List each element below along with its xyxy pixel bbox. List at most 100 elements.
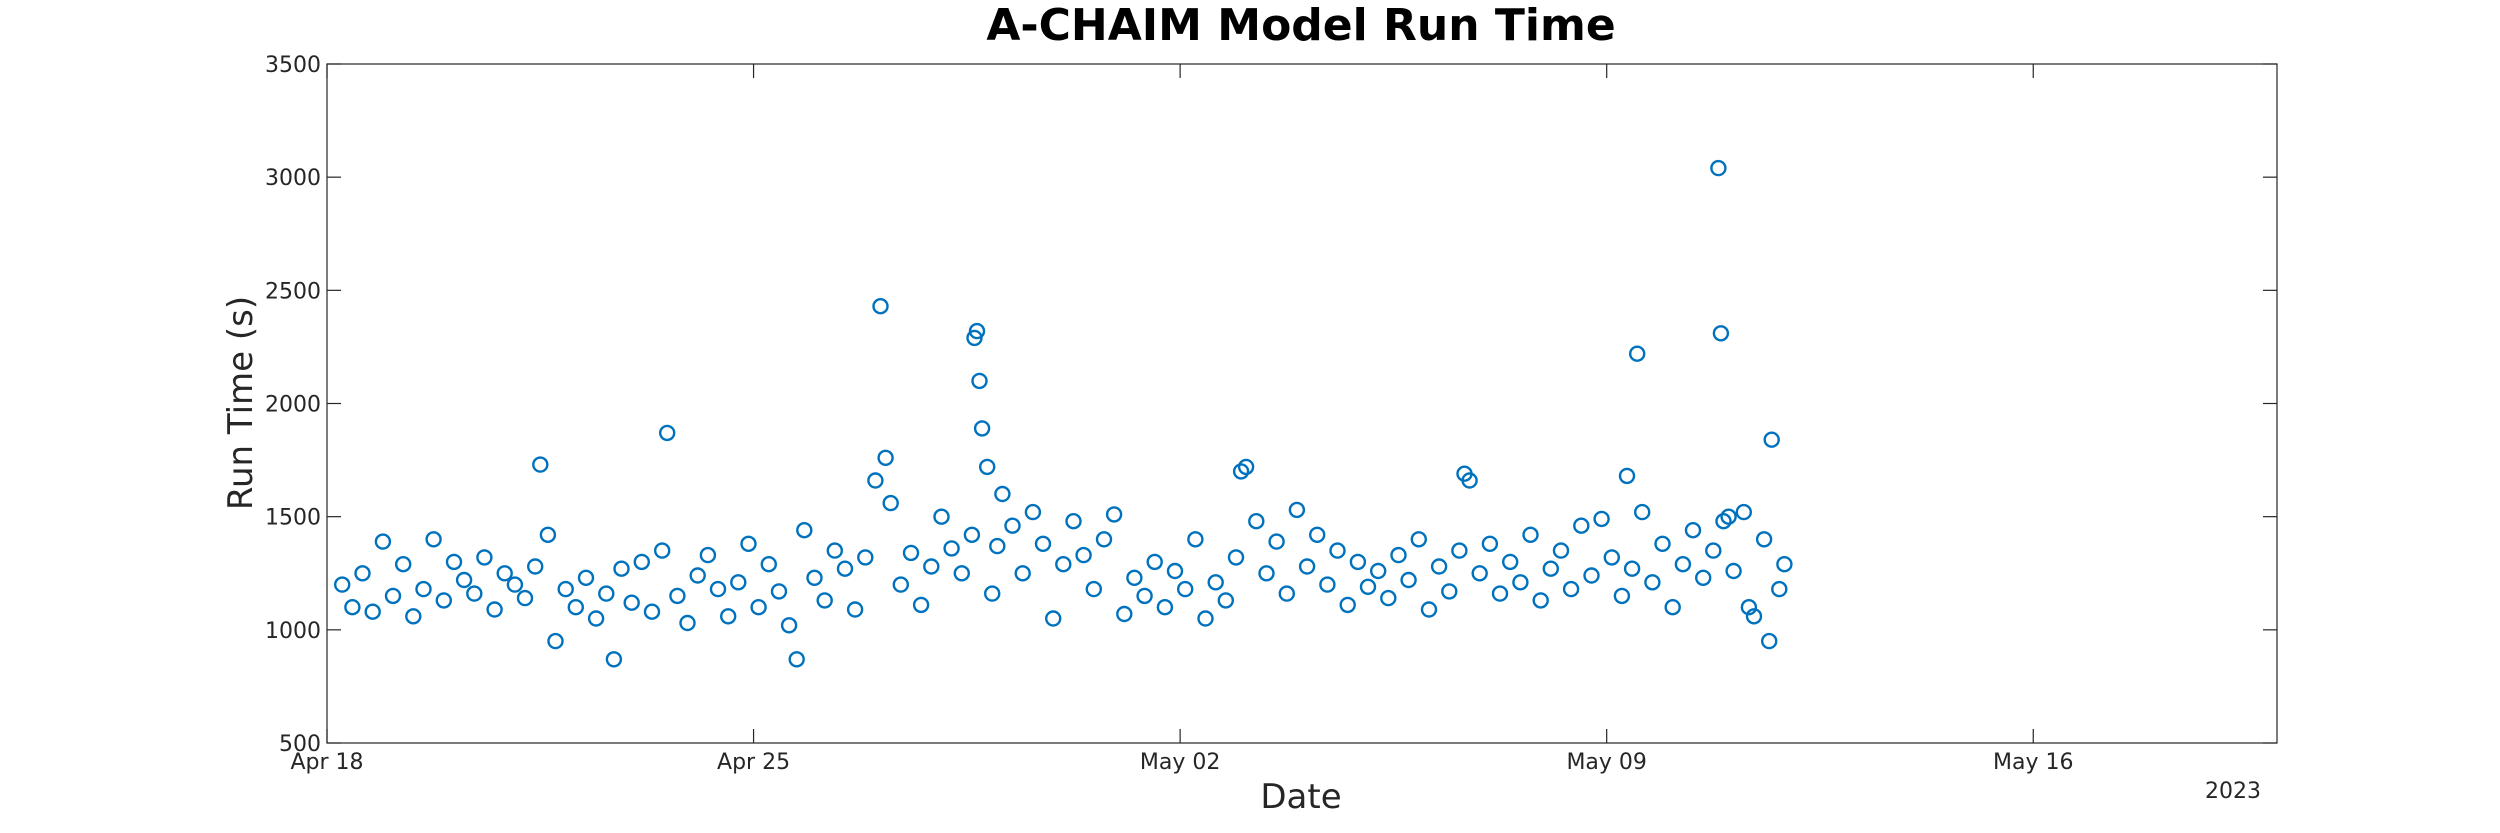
data-point bbox=[1552, 542, 1570, 559]
data-point bbox=[943, 540, 960, 557]
data-point bbox=[1329, 542, 1346, 559]
data-point bbox=[374, 533, 392, 550]
data-point bbox=[415, 580, 432, 598]
data-point bbox=[963, 526, 981, 543]
data-point bbox=[1105, 506, 1123, 523]
data-point bbox=[1055, 556, 1072, 573]
data-point bbox=[1618, 467, 1636, 485]
data-point bbox=[476, 549, 493, 566]
data-point bbox=[973, 420, 991, 437]
data-point bbox=[902, 544, 920, 562]
data-point bbox=[1441, 583, 1458, 600]
data-point bbox=[1359, 578, 1377, 595]
chart-title: A-CHAIM Model Run Time bbox=[986, 0, 1615, 51]
data-point bbox=[882, 494, 899, 512]
data-point bbox=[1232, 463, 1250, 480]
data-point bbox=[1248, 513, 1265, 530]
data-point bbox=[912, 596, 930, 614]
data-point bbox=[1116, 605, 1133, 623]
data-point bbox=[1562, 580, 1580, 598]
data-point bbox=[1227, 549, 1245, 566]
data-point bbox=[1740, 599, 1758, 616]
data-point bbox=[557, 580, 574, 598]
data-point bbox=[1755, 531, 1773, 548]
data-point bbox=[425, 531, 442, 548]
x-axis: Apr 18 Apr 25 May 02 May 09 May 16 bbox=[290, 64, 2073, 775]
data-point bbox=[836, 560, 854, 577]
data-point bbox=[760, 556, 777, 573]
data-point bbox=[788, 651, 805, 668]
data-point bbox=[1430, 558, 1448, 575]
data-point bbox=[1654, 535, 1671, 552]
data-point bbox=[1369, 562, 1387, 580]
data-point bbox=[1014, 565, 1031, 582]
y-tick-label: 3000 bbox=[265, 166, 321, 191]
data-point bbox=[1095, 531, 1113, 548]
data-point bbox=[1390, 546, 1407, 564]
data-point bbox=[613, 560, 630, 577]
data-point bbox=[435, 592, 452, 609]
y-axis-label: Run Time (s) bbox=[221, 296, 261, 510]
data-point bbox=[1126, 569, 1143, 586]
data-point bbox=[1664, 599, 1681, 616]
data-point bbox=[953, 565, 970, 582]
data-point bbox=[1674, 556, 1692, 573]
data-point bbox=[1542, 560, 1560, 577]
data-point bbox=[1197, 610, 1214, 627]
data-point bbox=[1684, 522, 1702, 539]
x-tick-label: Apr 18 bbox=[290, 750, 363, 775]
data-point bbox=[1288, 501, 1306, 519]
data-point bbox=[1268, 533, 1285, 550]
data-point bbox=[1044, 610, 1062, 627]
data-point bbox=[1278, 585, 1296, 602]
y-axis: 500 1000 1500 2000 2500 3000 3500 bbox=[265, 53, 2277, 757]
y-tick-label: 2500 bbox=[265, 279, 321, 304]
data-point bbox=[643, 603, 661, 620]
data-point bbox=[1593, 510, 1610, 528]
data-point bbox=[770, 583, 788, 600]
data-point bbox=[979, 458, 996, 476]
x-axis-label: Date bbox=[1260, 777, 1341, 817]
data-point bbox=[587, 610, 605, 627]
data-point bbox=[1725, 562, 1742, 580]
data-point bbox=[384, 587, 402, 605]
y-tick-label: 3500 bbox=[265, 53, 321, 78]
data-point bbox=[605, 651, 623, 668]
data-point bbox=[923, 558, 940, 575]
data-point bbox=[1532, 592, 1549, 609]
data-point bbox=[1308, 526, 1326, 543]
plot-area-frame bbox=[326, 63, 2278, 744]
data-point bbox=[816, 592, 833, 609]
data-point bbox=[1491, 585, 1509, 602]
data-point bbox=[1065, 513, 1082, 530]
data-point bbox=[933, 508, 950, 525]
data-point bbox=[1024, 503, 1042, 521]
data-point bbox=[344, 599, 361, 616]
data-point bbox=[730, 574, 747, 591]
data-point bbox=[1339, 596, 1356, 614]
data-point bbox=[1771, 580, 1788, 598]
data-point bbox=[1034, 535, 1052, 552]
data-point bbox=[567, 599, 584, 616]
data-point bbox=[466, 585, 483, 602]
data-point bbox=[699, 546, 717, 564]
data-point bbox=[1349, 553, 1367, 571]
data-point bbox=[1461, 472, 1478, 489]
data-point bbox=[1420, 601, 1438, 618]
data-point bbox=[486, 601, 503, 618]
data-point bbox=[984, 585, 1001, 602]
data-point bbox=[1623, 560, 1641, 577]
data-point bbox=[1085, 580, 1103, 598]
data-point bbox=[796, 522, 813, 539]
data-point bbox=[1187, 531, 1204, 548]
data-point bbox=[1694, 569, 1712, 586]
data-point bbox=[806, 569, 823, 586]
data-point bbox=[633, 553, 650, 571]
y-tick-label: 1000 bbox=[265, 619, 321, 644]
data-point bbox=[968, 322, 986, 340]
data-point bbox=[364, 603, 381, 620]
data-point bbox=[1522, 526, 1539, 543]
x-tick-label: May 09 bbox=[1566, 750, 1646, 775]
data-point bbox=[1501, 553, 1519, 571]
data-point bbox=[1156, 599, 1174, 616]
